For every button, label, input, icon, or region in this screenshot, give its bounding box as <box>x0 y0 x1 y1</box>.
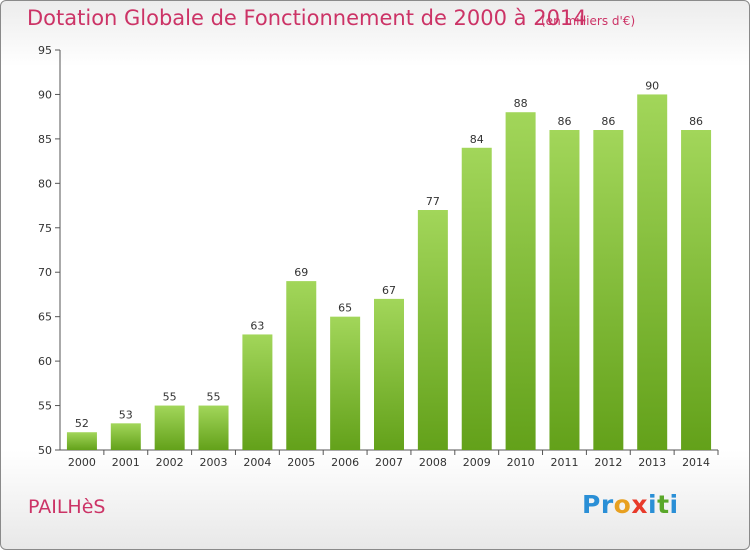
y-tick-label: 60 <box>38 355 52 368</box>
value-label-2006: 65 <box>338 302 352 315</box>
bar-2000 <box>66 432 97 450</box>
x-tick-label-2007: 2007 <box>375 456 403 469</box>
logo-letter: x <box>631 490 648 519</box>
logo-letter: r <box>600 490 614 519</box>
x-tick-label-2001: 2001 <box>112 456 140 469</box>
y-tick-label: 75 <box>38 222 52 235</box>
y-tick-label: 80 <box>38 177 52 190</box>
x-tick-label-2005: 2005 <box>287 456 315 469</box>
bar-2010 <box>505 112 536 450</box>
logo-letter: t <box>657 490 670 519</box>
y-tick-label: 95 <box>38 44 52 57</box>
x-tick-label-2002: 2002 <box>156 456 184 469</box>
value-label-2000: 52 <box>75 417 89 430</box>
logo-letter: i <box>669 490 679 519</box>
logo-letter: P <box>582 490 601 519</box>
x-tick-label-2009: 2009 <box>463 456 491 469</box>
value-label-2010: 88 <box>514 97 528 110</box>
y-tick-label: 65 <box>38 311 52 324</box>
logo-letter: o <box>613 490 632 519</box>
x-tick-label-2004: 2004 <box>243 456 271 469</box>
x-tick-label-2008: 2008 <box>419 456 447 469</box>
value-label-2002: 55 <box>163 391 177 404</box>
y-tick-label: 70 <box>38 266 52 279</box>
bar-2008 <box>417 210 448 450</box>
proxiti-logo: Proxiti <box>582 490 679 519</box>
value-label-2008: 77 <box>426 195 440 208</box>
bar-2004 <box>242 334 273 450</box>
value-label-2013: 90 <box>645 79 659 92</box>
y-tick-label: 85 <box>38 133 52 146</box>
value-label-2012: 86 <box>601 115 615 128</box>
value-label-2005: 69 <box>294 266 308 279</box>
bar-2007 <box>374 298 404 450</box>
bar-2005 <box>286 281 317 450</box>
value-label-2004: 63 <box>250 319 264 332</box>
x-tick-label-2013: 2013 <box>638 456 666 469</box>
value-label-2001: 53 <box>119 408 133 421</box>
chart-title: Dotation Globale de Fonctionnement de 20… <box>27 6 587 30</box>
x-tick-label-2014: 2014 <box>682 456 710 469</box>
value-label-2011: 86 <box>557 115 571 128</box>
x-tick-label-2000: 2000 <box>68 456 96 469</box>
x-tick-label-2003: 2003 <box>200 456 228 469</box>
commune-name: PAILHèS <box>28 496 106 518</box>
x-tick-label-2011: 2011 <box>550 456 578 469</box>
y-tick-label: 55 <box>38 400 52 413</box>
logo-letter: i <box>648 490 658 519</box>
bar-2014 <box>681 130 712 450</box>
x-tick-label-2010: 2010 <box>507 456 535 469</box>
value-label-2003: 55 <box>207 391 221 404</box>
bar-2009 <box>461 147 492 450</box>
x-tick-label-2006: 2006 <box>331 456 359 469</box>
bar-2002 <box>154 405 185 450</box>
bar-2012 <box>593 130 624 450</box>
value-label-2009: 84 <box>470 133 484 146</box>
bar-2011 <box>549 130 580 450</box>
unit-note: (en milliers d'€) <box>541 14 636 28</box>
bar-2001 <box>110 423 141 450</box>
bar-2006 <box>330 316 361 450</box>
value-label-2014: 86 <box>689 115 703 128</box>
bar-2013 <box>637 94 668 450</box>
y-tick-label: 50 <box>38 444 52 457</box>
x-tick-label-2012: 2012 <box>594 456 622 469</box>
value-label-2007: 67 <box>382 284 396 297</box>
bar-2003 <box>198 405 229 450</box>
y-tick-label: 90 <box>38 88 52 101</box>
